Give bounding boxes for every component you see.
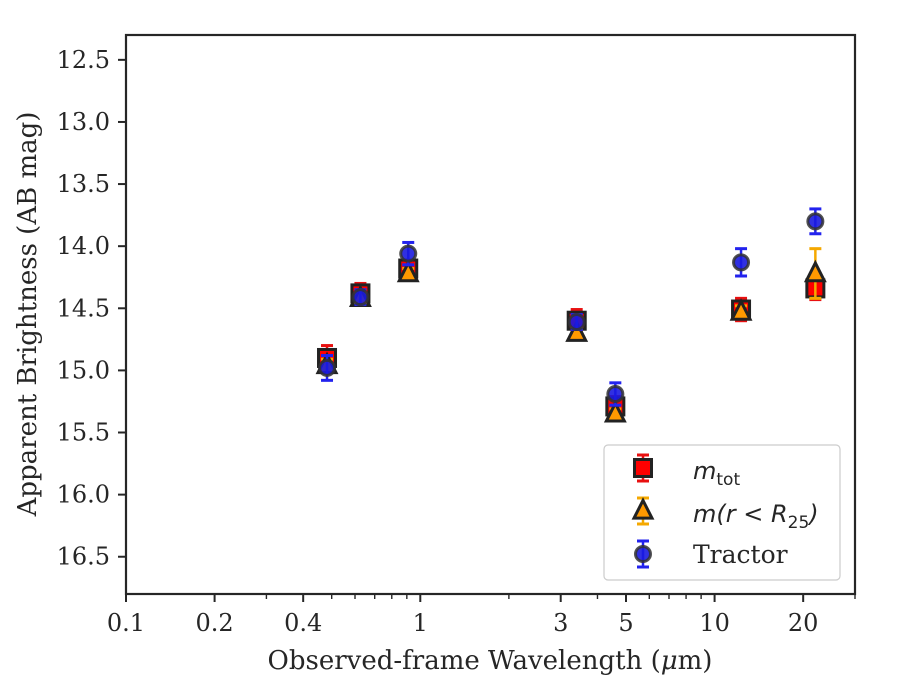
legend-label-tractor: Tractor [693, 540, 788, 569]
legend-marker-triangle [631, 497, 655, 520]
x-axis-title-unit: m) [678, 646, 713, 676]
y-tick-label: 13.5 [57, 170, 110, 198]
data-marks [315, 207, 827, 423]
data-point-circle [399, 244, 418, 263]
data-point-circle [567, 312, 586, 331]
legend-label-mr25-sub: 25 [788, 513, 810, 533]
y-tick-label: 15.0 [57, 356, 110, 384]
legend-marker-square [633, 458, 653, 478]
x-tick-label: 3 [553, 609, 568, 637]
legend-label-mtot: mtot [693, 457, 740, 490]
x-tick-label: 5 [618, 609, 633, 637]
legend-label-mr25-main: m(r < R [693, 500, 788, 528]
x-axis-title: Observed-frame Wavelength (μm) [268, 646, 713, 676]
y-tick-label: 16.0 [57, 481, 110, 509]
data-point-circle [606, 385, 625, 404]
data-point-circle [318, 358, 337, 377]
x-axis-title-mu: μ [661, 646, 678, 676]
series-triangle [315, 247, 827, 423]
legend-marker-circle [634, 545, 652, 563]
series-circle [318, 207, 825, 407]
legend-label-mr25: m(r < R25) [693, 500, 819, 533]
legend-label-mtot-main: m [693, 457, 716, 485]
x-axis-ticks: 0.1 0.2 0.4 1 3 5 10 20 [107, 594, 856, 637]
y-tick-label: 14.5 [57, 294, 110, 322]
legend-box [603, 444, 841, 581]
data-point-triangle [396, 259, 420, 283]
x-tick-label: 0.1 [107, 609, 145, 637]
y-tick-label: 13.0 [57, 108, 110, 136]
legend-label-mtot-sub: tot [716, 470, 740, 490]
legend-markers [631, 453, 655, 569]
y-axis-ticks: 12.5 13.0 13.5 14.0 14.5 15.0 15.5 16.0 16.5 [57, 46, 126, 571]
data-point-circle [806, 212, 825, 231]
x-axis-title-main: Observed-frame Wavelength ( [268, 646, 661, 676]
data-point-triangle [803, 259, 827, 283]
plot-frame [124, 33, 857, 596]
y-tick-label: 15.5 [57, 419, 110, 447]
data-point-triangle [729, 298, 753, 321]
x-tick-label: 10 [699, 609, 730, 637]
x-tick-label: 20 [788, 609, 819, 637]
y-tick-label: 14.0 [57, 232, 110, 260]
data-point-circle [732, 253, 751, 272]
data-point-triangle [565, 319, 589, 342]
legend: mtot m(r < R25) Tractor [603, 444, 841, 581]
y-axis-title: Apparent Brightness (AB mag) [13, 112, 43, 518]
x-tick-label: 0.2 [196, 609, 234, 637]
y-tick-label: 12.5 [57, 46, 110, 74]
data-point-triangle [603, 399, 627, 423]
data-point-circle [351, 288, 370, 307]
legend-label-mr25-tail: ) [807, 500, 818, 528]
y-tick-label: 16.5 [57, 543, 110, 571]
x-tick-label: 1 [413, 609, 428, 637]
x-tick-label: 0.4 [284, 609, 322, 637]
